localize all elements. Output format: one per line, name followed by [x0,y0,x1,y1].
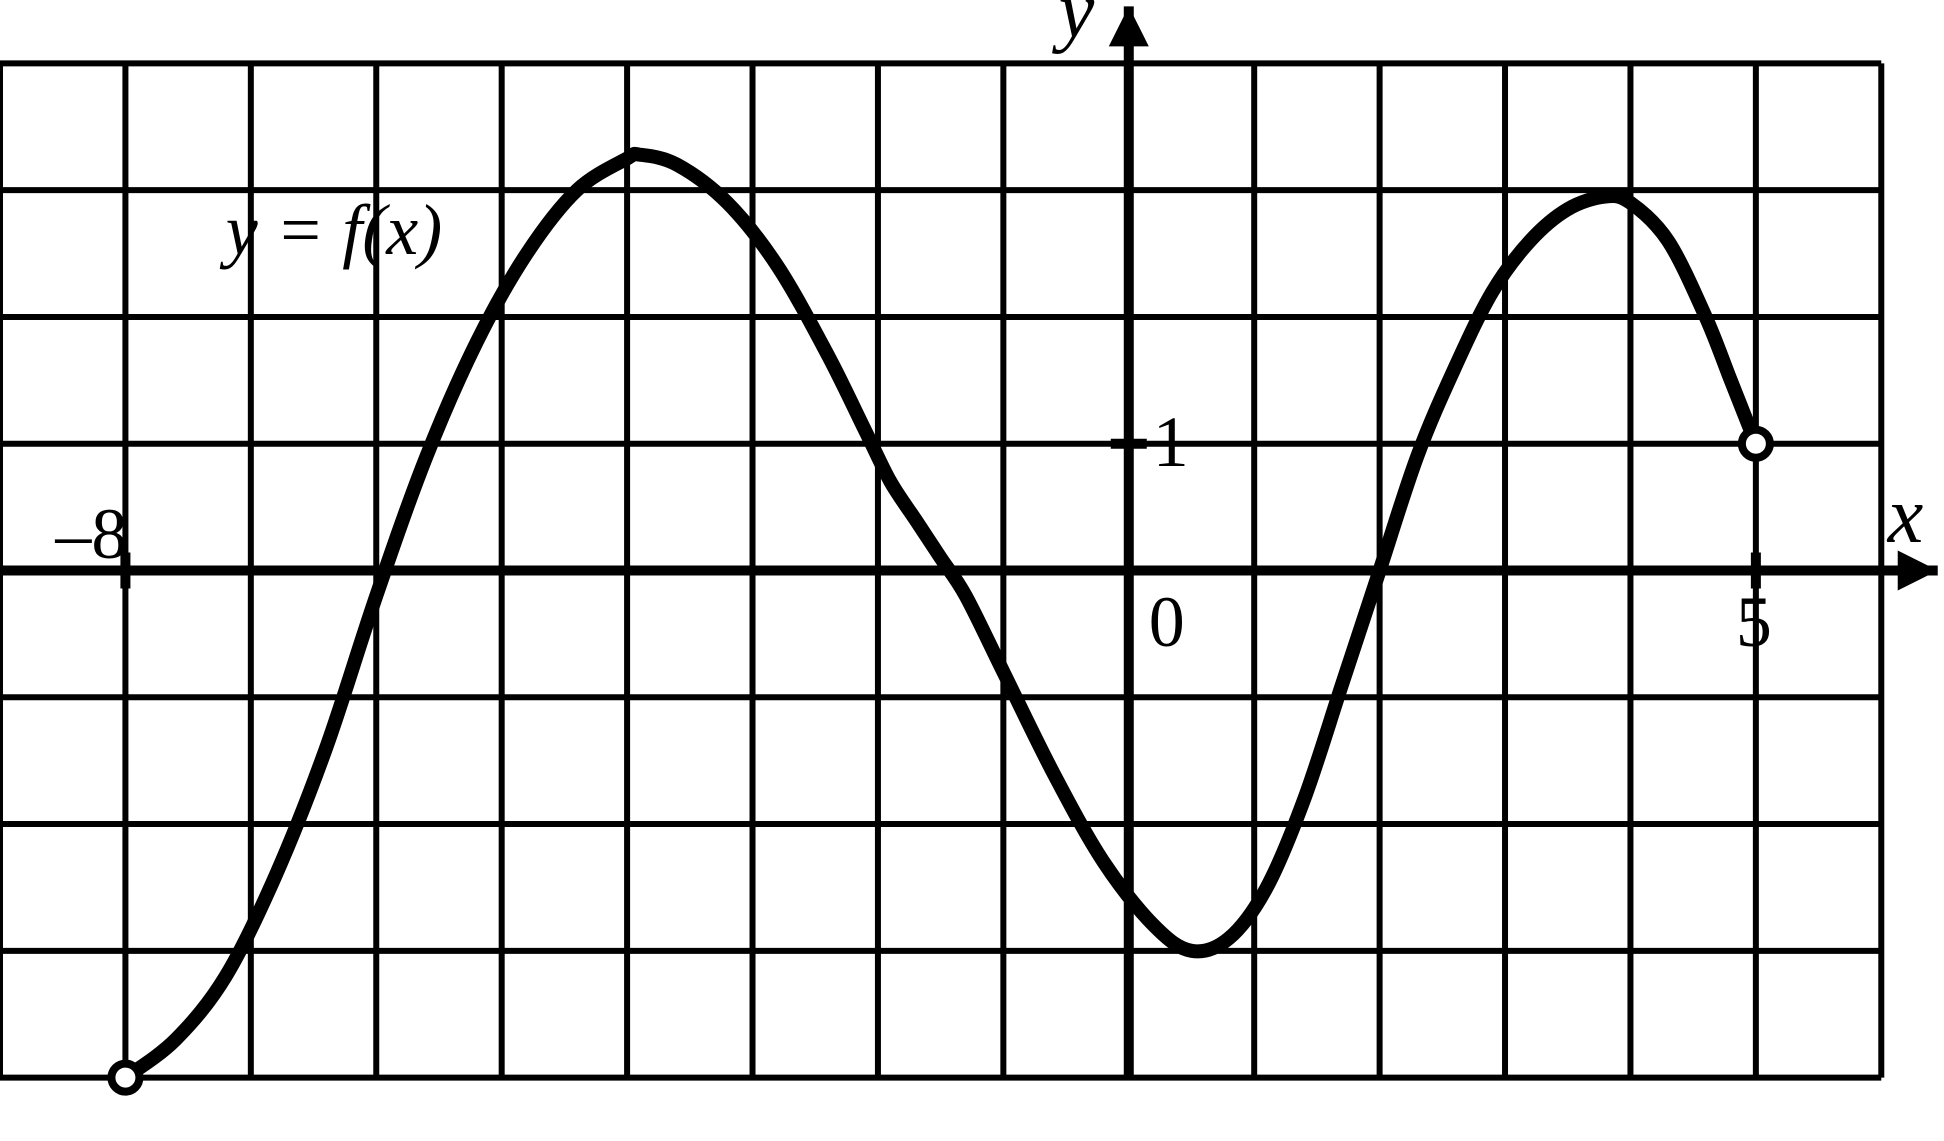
y-axis-label: y [1059,0,1095,57]
x-axis-label: x [1888,471,1924,562]
x-tick-label: –8 [55,493,127,576]
y-tick-label: 1 [1153,401,1189,484]
y-axis-arrow [1109,6,1149,46]
open-endpoint [111,1064,139,1092]
origin-label: 0 [1149,581,1185,664]
plot-svg [0,0,1944,1141]
chart-stage: y x 0 y = f(x) –8 5 1 [0,0,1944,1141]
function-curve [125,154,1755,1078]
x-tick-label: 5 [1736,581,1772,664]
open-endpoint [1742,430,1770,458]
function-label: y = f(x) [226,189,442,272]
